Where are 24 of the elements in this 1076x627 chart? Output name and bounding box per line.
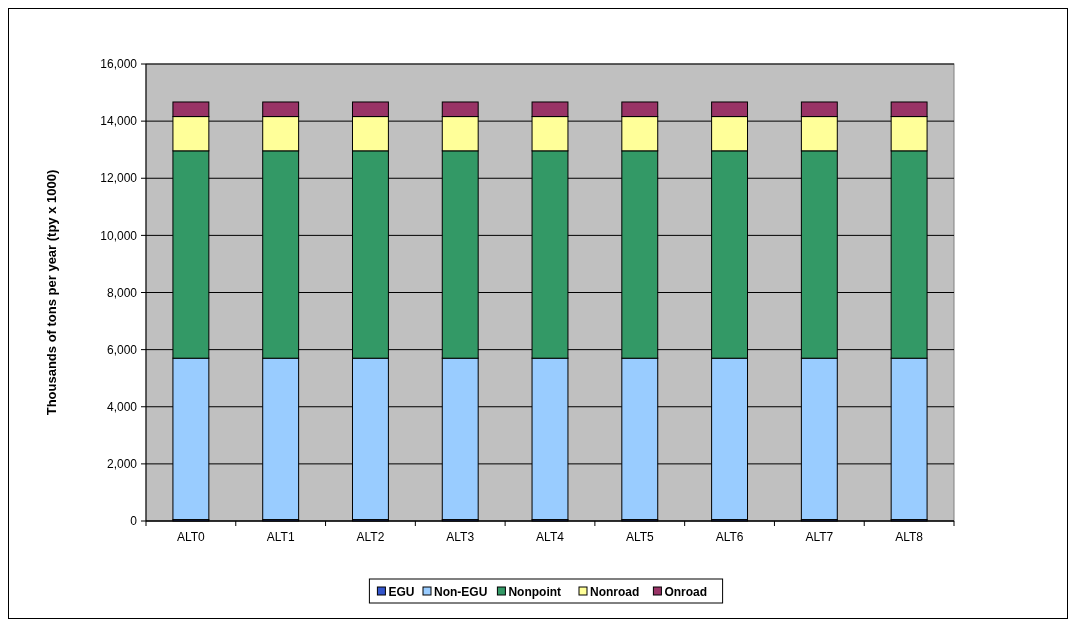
x-tick-label: ALT1 <box>266 530 295 544</box>
y-tick-label: 0 <box>130 514 138 529</box>
y-tick-label: 16,000 <box>100 57 138 72</box>
y-tick-label: 4,000 <box>106 399 138 414</box>
x-tick-label: ALT3 <box>446 530 475 544</box>
legend-label: Onroad <box>664 584 708 599</box>
x-tick-label: ALT6 <box>715 530 744 544</box>
x-tick-label: ALT2 <box>356 530 385 544</box>
y-axis-title: Thousands of tons per year (tpy x 1000) <box>44 169 59 416</box>
x-tick-label: ALT5 <box>625 530 654 544</box>
y-tick-label: 2,000 <box>106 457 138 472</box>
legend-label: Nonpoint <box>508 584 562 599</box>
legend-label: Nonroad <box>590 584 640 599</box>
y-tick-label: 12,000 <box>100 171 138 186</box>
x-tick-label: ALT0 <box>176 530 206 544</box>
x-tick-label: ALT7 <box>805 530 834 544</box>
x-tick-label: ALT4 <box>536 530 565 544</box>
legend-label: Non-EGU <box>434 584 488 599</box>
y-tick-label: 8,000 <box>106 285 138 300</box>
legend-label: EGU <box>388 584 415 599</box>
y-tick-label: 6,000 <box>106 342 138 357</box>
y-tick-label: 10,000 <box>100 228 138 243</box>
y-tick-label: 14,000 <box>100 114 138 129</box>
x-tick-label: ALT8 <box>895 530 924 544</box>
